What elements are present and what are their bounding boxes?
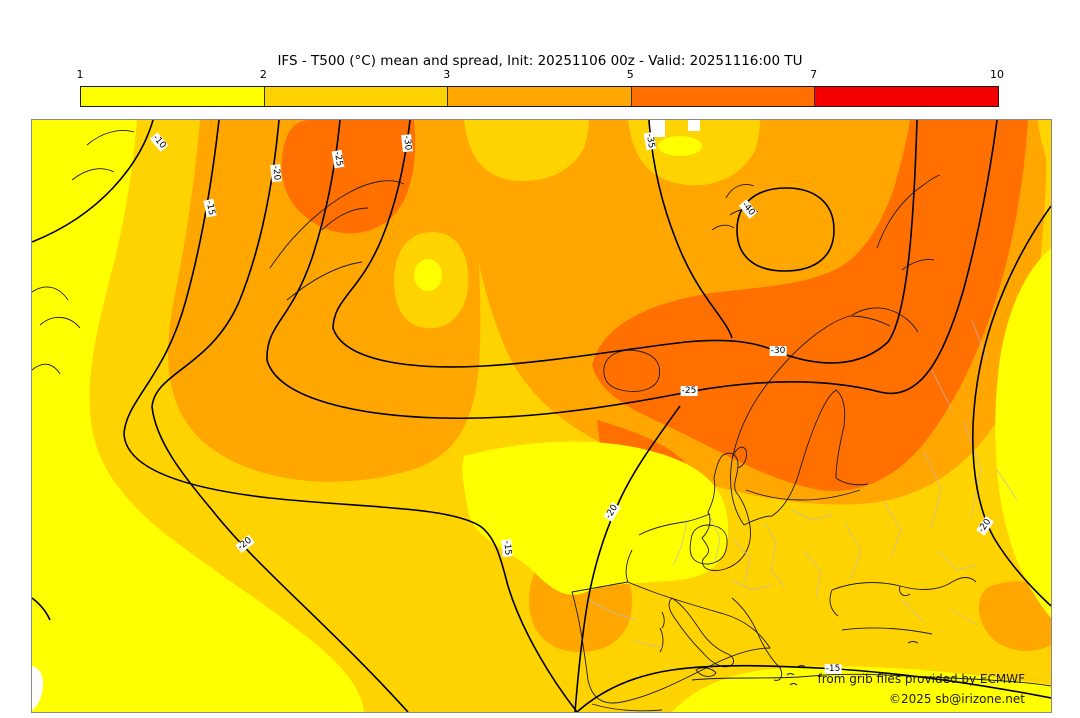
coastline-north-africa	[591, 673, 1051, 712]
colorbar-segment	[264, 87, 449, 106]
weather-map: -10 -15 -20 -25 -30 -35 -40 -30 -25 -20 -15 -20 -20-…	[31, 119, 1052, 713]
map-nodata-notch	[32, 666, 44, 710]
coastline-greenland	[269, 180, 405, 301]
spread-pocket-yellow-top-mid	[658, 136, 702, 156]
contour-line-minus15-main	[123, 120, 578, 712]
colorbar-tick-label: 5	[626, 68, 634, 81]
contour-line-minus20-east	[972, 205, 1051, 607]
colorbar-tick-label: 2	[259, 68, 267, 81]
coastline-canada	[32, 130, 135, 375]
colorbar-ticks: 1 2 3 5 7 10	[76, 68, 1005, 82]
coastline-ireland	[689, 524, 728, 565]
contour-line-minus15-south	[576, 664, 1051, 712]
map-white-mark-2	[688, 120, 700, 131]
contour-line-minus25	[266, 120, 998, 420]
attribution-source: from grib files provided by ECMWF	[817, 672, 1025, 686]
spread-region-yellow-central-europe	[462, 441, 729, 595]
colorbar-segment	[631, 87, 816, 106]
spread-region-darkorange-baffin	[281, 120, 416, 234]
colorbar-tick-label: 3	[443, 68, 451, 81]
coastline-denmark-baltic	[731, 446, 861, 501]
chart-title: IFS - T500 (°C) mean and spread, Init: 2…	[277, 53, 803, 69]
attribution-copyright: ©2025 sb@irizone.net	[889, 692, 1025, 706]
spread-pocket-yellow-greenland	[414, 259, 442, 291]
contour-line-corner-stub	[32, 597, 51, 621]
colorbar-segment	[81, 87, 265, 106]
spread-region-orange-southeast	[978, 581, 1051, 651]
contour-label: -15	[824, 664, 842, 674]
contour-label: -30	[769, 346, 787, 356]
colorbar-segment	[815, 87, 998, 106]
contour-label: -25	[680, 386, 698, 396]
spread-region-yellow-atlantic	[32, 120, 364, 712]
spread-region-orange-northwest	[168, 120, 481, 482]
spread-pocket-gold-top-right-corner	[1038, 120, 1051, 170]
coastline-scandinavia	[730, 315, 891, 526]
contour-label: -15	[501, 539, 513, 557]
contour-line-minus30	[332, 120, 918, 368]
coastline-great-britain	[701, 452, 751, 571]
spread-pocket-gold-top-west	[464, 120, 589, 182]
country-borders	[587, 319, 1018, 649]
map-canvas	[32, 120, 1051, 712]
colorbar	[80, 86, 999, 107]
contour-line-minus20-atlantic	[151, 120, 409, 712]
contour-line-minus40-closed-low	[736, 187, 835, 272]
contour-line-minus10	[32, 120, 154, 243]
contour-line-minus20-france-iberia	[574, 405, 681, 712]
contour-label: -20	[270, 164, 282, 182]
colorbar-tick-label: 10	[990, 68, 1004, 81]
colorbar-segment	[448, 87, 632, 106]
colorbar-tick-label: 1	[76, 68, 84, 81]
coastline-black-sea	[829, 577, 977, 644]
colorbar-tick-label: 7	[810, 68, 818, 81]
coastline-arctic-russia	[851, 174, 941, 333]
spread-region-darkorange-scandinavia	[592, 120, 1028, 491]
coastline-western-europe	[625, 513, 711, 583]
contour-line-minus35	[648, 120, 733, 339]
contour-label: -30	[401, 134, 413, 152]
spread-region-darkorange-denmark	[750, 430, 802, 472]
spread-region-yellow-east-strip	[995, 248, 1051, 618]
coastline-balkans-greece	[731, 597, 806, 686]
